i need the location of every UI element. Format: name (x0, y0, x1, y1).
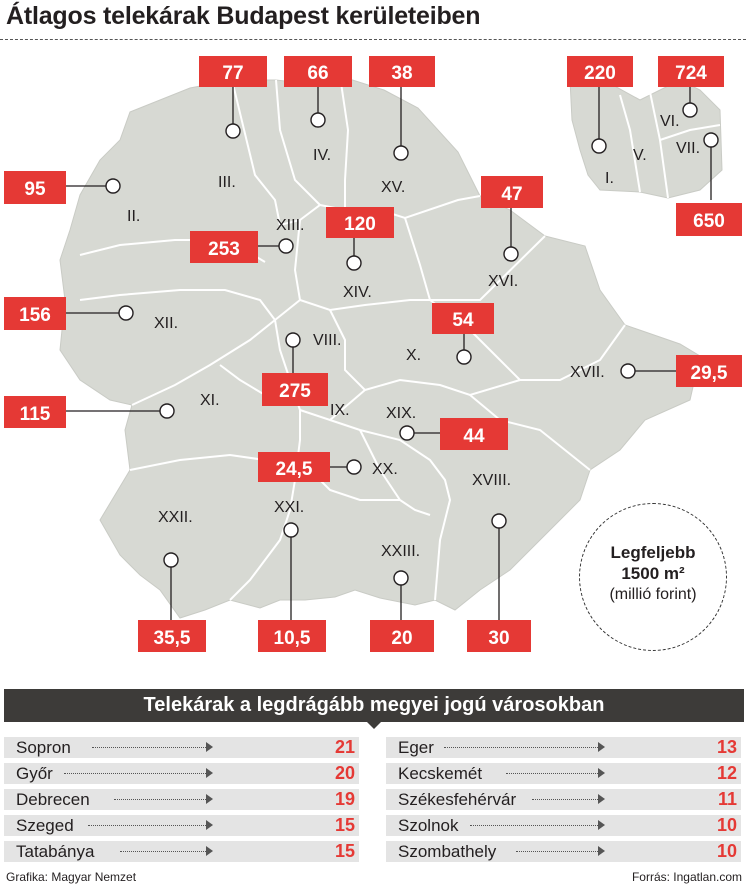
price-label: 10,5 (274, 628, 311, 649)
city-value: 11 (717, 789, 737, 809)
list-item: Sopron 21 (4, 737, 359, 758)
price-label: 30 (488, 628, 509, 649)
district-name: IV. (313, 147, 331, 164)
district-name: XVII. (570, 364, 605, 381)
district-name: XV. (381, 179, 405, 196)
list-item: Tatabánya 15 (4, 841, 359, 862)
price-label: 120 (344, 214, 376, 235)
district-name: XXIII. (381, 543, 420, 560)
max-area-note: Legfeljebb 1500 m² (millió forint) (579, 503, 727, 651)
budapest-district-map: III. IV. XV. I. V. VI. VII. II. XIII. XI… (4, 56, 742, 652)
price-label: 29,5 (691, 363, 728, 384)
inset-outline (569, 77, 723, 199)
cities-right-list: Eger 13 Kecskemét 12 Székesfehérvár 11 S… (386, 737, 741, 867)
price-label: 253 (208, 239, 240, 260)
district-name: XXI. (274, 499, 304, 516)
max-note-line1: Legfeljebb (610, 543, 696, 562)
list-item: Székesfehérvár 11 (386, 789, 741, 810)
district-name: X. (406, 347, 421, 364)
district-name: III. (218, 174, 236, 191)
price-label: 54 (452, 310, 474, 331)
price-label: 77 (222, 63, 243, 84)
section-title: Telekárak a legdrágább megyei jogú város… (4, 689, 744, 722)
list-item: Szeged 15 (4, 815, 359, 836)
price-label: 95 (24, 179, 46, 200)
city-name: Szombathely (398, 842, 497, 861)
price-label: 220 (584, 63, 616, 84)
city-name: Debrecen (16, 790, 90, 809)
price-label: 650 (693, 211, 725, 232)
price-label: 20 (391, 628, 412, 649)
max-note-line3: (millió forint) (609, 586, 697, 603)
price-label: 24,5 (276, 459, 313, 480)
section-notch (367, 722, 381, 729)
district-names: III. IV. XV. I. V. VI. VII. II. XIII. XI… (127, 113, 700, 560)
list-item: Szombathely 10 (386, 841, 741, 862)
city-name: Kecskemét (398, 764, 483, 783)
city-value: 10 (716, 815, 737, 835)
city-value: 20 (334, 763, 355, 783)
inset-boundaries (619, 91, 721, 199)
list-item: Eger 13 (386, 737, 741, 758)
city-name: Tatabánya (16, 842, 95, 861)
location-dots (105, 102, 719, 586)
city-value: 21 (334, 737, 355, 757)
city-value: 19 (334, 789, 355, 809)
district-name: XVI. (488, 273, 518, 290)
city-value: 10 (716, 841, 737, 861)
district-name: XVIII. (472, 472, 511, 489)
district-name: XI. (200, 392, 220, 409)
price-label: 66 (307, 63, 328, 84)
page-title: Átlagos telekárak Budapest kerületeiben (6, 2, 481, 30)
district-name: XII. (154, 315, 178, 332)
city-value: 15 (334, 841, 355, 861)
list-item: Szolnok 10 (386, 815, 741, 836)
district-name: VI. (660, 113, 680, 130)
district-name: I. (605, 170, 614, 187)
price-label: 156 (19, 305, 51, 326)
price-label: 44 (463, 426, 485, 447)
price-label: 724 (675, 63, 707, 84)
city-value: 12 (716, 763, 737, 783)
credit-source: Forrás: Ingatlan.com (631, 870, 742, 884)
price-label: 38 (391, 63, 412, 84)
city-name: Székesfehérvár (398, 790, 517, 809)
city-name: Szolnok (398, 816, 459, 835)
city-name: Sopron (16, 738, 71, 757)
cities-left-list: Sopron 21 Győr 20 Debrecen 19 Szeged 15 … (4, 737, 359, 867)
price-label: 115 (20, 404, 51, 425)
district-name: IX. (330, 402, 350, 419)
district-name: II. (127, 208, 140, 225)
list-item: Debrecen 19 (4, 789, 359, 810)
max-note-line2: 1500 m² (621, 564, 685, 583)
city-name: Szeged (16, 816, 74, 835)
price-label: 47 (501, 184, 522, 205)
price-label: 35,5 (154, 628, 191, 649)
district-name: XIV. (343, 284, 372, 301)
city-value: 15 (334, 815, 355, 835)
district-name: XX. (372, 461, 398, 478)
list-item: Kecskemét 12 (386, 763, 741, 784)
district-name: XIII. (276, 217, 304, 234)
district-name: VII. (676, 140, 700, 157)
city-value: 13 (716, 737, 737, 757)
list-item: Győr 20 (4, 763, 359, 784)
city-name: Győr (16, 764, 53, 783)
title-divider (0, 39, 746, 40)
district-name: XIX. (386, 405, 416, 422)
price-labels: 77 66 38 220 724 95 650 47 120 253 156 5… (4, 56, 742, 652)
district-name: V. (633, 147, 647, 164)
district-name: VIII. (313, 332, 341, 349)
district-name: XXII. (158, 509, 193, 526)
price-label: 275 (279, 381, 311, 402)
city-name: Eger (398, 738, 434, 757)
credit-graphics: Grafika: Magyar Nemzet (6, 870, 137, 884)
